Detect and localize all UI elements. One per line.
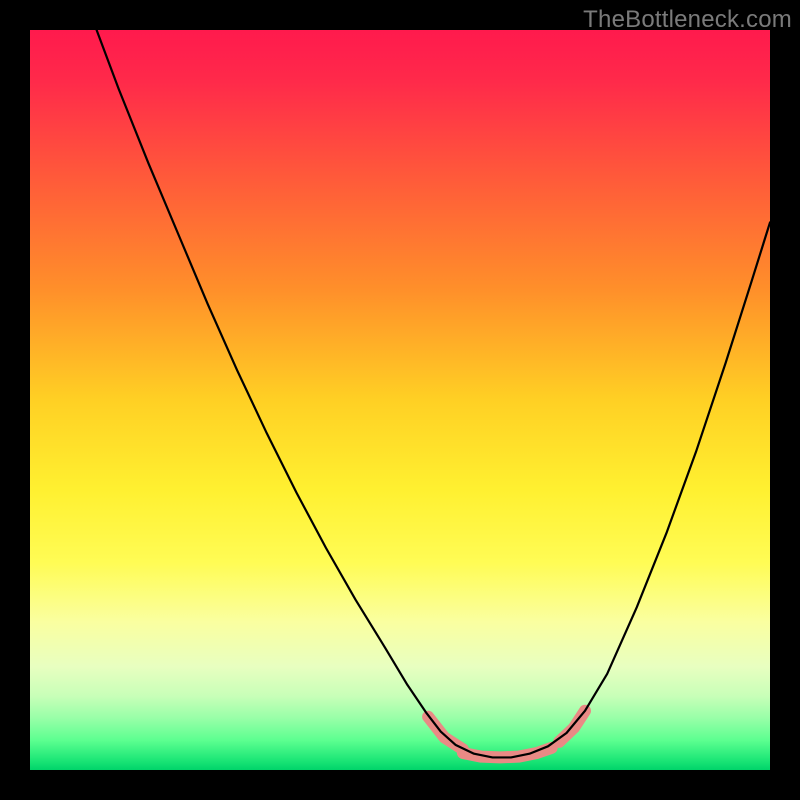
bottleneck-curve-chart [0,0,800,800]
watermark-label: TheBottleneck.com [583,0,800,34]
chart-canvas: TheBottleneck.com [0,0,800,800]
plot-background [30,30,770,770]
